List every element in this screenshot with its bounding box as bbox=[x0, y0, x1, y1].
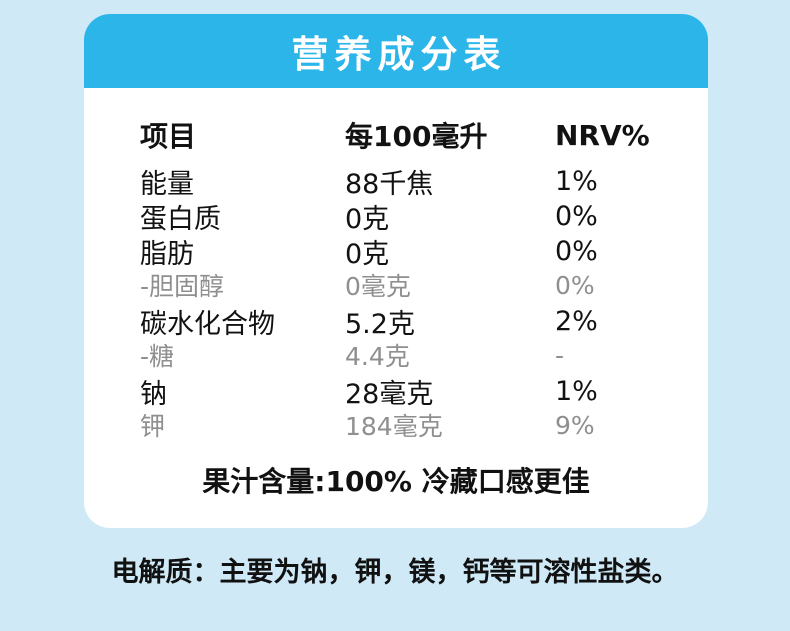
table-row: 碳水化合物 5.2克 2% bbox=[140, 302, 678, 340]
column-header-per100: 每100毫升 bbox=[345, 120, 488, 153]
table-row: -胆固醇 0毫克 0% bbox=[140, 267, 678, 302]
table-row: -糖 4.4克 - bbox=[140, 337, 678, 372]
cell-amount: 0毫克 bbox=[345, 272, 411, 301]
table-row: 能量 88千焦 1% bbox=[140, 162, 678, 200]
cell-nrv: 1% bbox=[555, 166, 598, 197]
cell-amount: 0克 bbox=[345, 204, 390, 235]
table-row: 蛋白质 0克 0% bbox=[140, 197, 678, 235]
column-header-item: 项目 bbox=[140, 120, 197, 153]
cell-nrv: 0% bbox=[555, 236, 598, 267]
column-header-nrv: NRV% bbox=[555, 118, 650, 152]
card-header: 营养成分表 bbox=[84, 14, 708, 88]
nutrition-table: 项目 每100毫升 NRV% 能量 88千焦 1% 蛋白质 0克 0% 脂肪 0… bbox=[84, 88, 708, 442]
cell-amount: 88千焦 bbox=[345, 169, 434, 200]
cell-nrv: 0% bbox=[555, 270, 595, 300]
table-row: 钠 28毫克 1% bbox=[140, 372, 678, 410]
electrolyte-note: 电解质：主要为钠，钾，镁，钙等可溶性盐类。 bbox=[111, 557, 679, 588]
cell-amount: 184毫克 bbox=[345, 412, 443, 441]
cell-item: 脂肪 bbox=[140, 239, 194, 270]
cell-item: -糖 bbox=[140, 342, 175, 371]
cell-nrv: - bbox=[555, 340, 565, 370]
cell-amount: 0克 bbox=[345, 239, 390, 270]
cell-amount: 4.4克 bbox=[345, 342, 410, 371]
table-header-row: 项目 每100毫升 NRV% bbox=[140, 114, 678, 156]
cell-amount: 28毫克 bbox=[345, 379, 434, 410]
table-row: 钾 184毫克 9% bbox=[140, 407, 678, 442]
table-row: 脂肪 0克 0% bbox=[140, 232, 678, 270]
cell-item: 钠 bbox=[140, 379, 167, 410]
cell-nrv: 1% bbox=[555, 376, 598, 407]
cell-item: 钾 bbox=[140, 412, 166, 441]
cell-nrv: 0% bbox=[555, 201, 598, 232]
cell-item: 蛋白质 bbox=[140, 204, 221, 235]
nutrition-card: 营养成分表 项目 每100毫升 NRV% 能量 88千焦 1% 蛋白质 0克 0… bbox=[84, 14, 708, 528]
cell-nrv: 2% bbox=[555, 306, 598, 337]
page-title: 营养成分表 bbox=[291, 33, 507, 76]
cell-item: 能量 bbox=[140, 169, 194, 200]
cell-amount: 5.2克 bbox=[345, 309, 415, 340]
juice-content-note: 果汁含量:100% 冷藏口感更佳 bbox=[202, 465, 590, 498]
cell-item: -胆固醇 bbox=[140, 272, 225, 301]
cell-item: 碳水化合物 bbox=[140, 309, 275, 340]
cell-nrv: 9% bbox=[555, 410, 595, 440]
